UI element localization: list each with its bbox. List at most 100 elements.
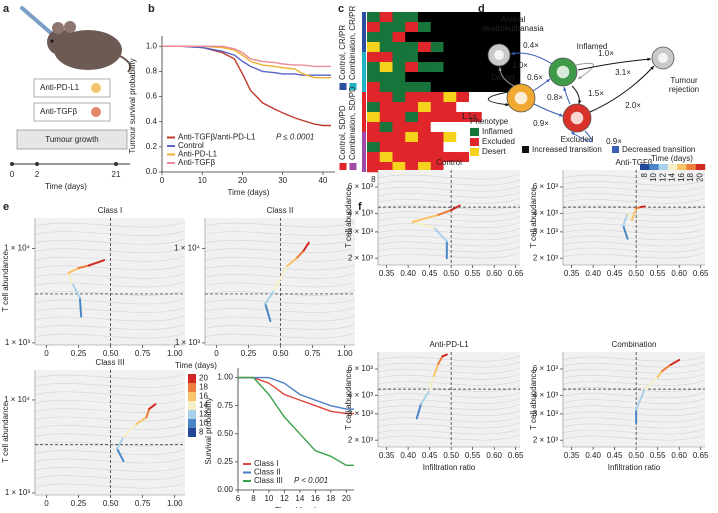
empty-cell (507, 122, 521, 133)
y-tick-label: 2 × 10³ (348, 253, 373, 262)
background-trace (562, 228, 706, 235)
x-tick-label: 0.45 (422, 451, 438, 460)
series-line (162, 45, 331, 79)
cell (392, 62, 406, 73)
x-tick-label: 0.35 (379, 269, 395, 278)
x-tick-label: 0.25 (241, 349, 257, 358)
empty-cell (481, 102, 495, 113)
chart-title: Class III (96, 358, 125, 367)
x-tick-label: 0.50 (443, 451, 459, 460)
transition-label: 0.9× (533, 119, 549, 128)
node-label: death/euthanasia (482, 24, 544, 33)
background-trace (204, 272, 356, 279)
legend-swatch (612, 146, 619, 153)
trajectory-segment (415, 402, 423, 420)
cell (430, 162, 444, 173)
trajectory-segment (411, 220, 435, 229)
trajectory-segment (122, 423, 138, 438)
trajectory-segment (450, 204, 461, 212)
x-tick-label: 0.40 (400, 269, 416, 278)
empty-cell (481, 42, 495, 53)
empty-cell (481, 82, 495, 93)
background-trace (562, 246, 706, 253)
mouse-illustration (20, 6, 132, 73)
y-tick-label: 1 × 10⁴ (174, 244, 200, 253)
legend-label: Decreased transition (622, 145, 695, 154)
cell (418, 102, 432, 113)
cell (367, 92, 381, 103)
empty-cell (507, 142, 521, 153)
transition-arrow (487, 91, 510, 106)
y-axis-label: T cell abundance (344, 369, 353, 430)
background-trace (377, 185, 521, 192)
legend-label: Anti-TGFβ (178, 158, 215, 167)
panel-label: b (148, 3, 155, 15)
cell (430, 92, 444, 103)
cell (367, 32, 381, 43)
x-tick-label: 0.75 (135, 499, 151, 508)
chart-title: Class I (98, 206, 122, 215)
empty-cell (469, 22, 483, 33)
y-tick-label: 1 × 10⁴ (4, 395, 30, 404)
trajectory-segment (411, 213, 440, 223)
trajectory-segment (626, 212, 633, 222)
empty-cell (481, 162, 495, 173)
empty-cell (443, 72, 457, 83)
colorbar-label: 18 (686, 172, 695, 181)
empty-cell (469, 122, 483, 133)
background-trace (34, 221, 186, 228)
state-icon (514, 91, 528, 105)
cell (367, 102, 381, 113)
trajectory-segment (428, 374, 435, 392)
empty-cell (443, 52, 457, 63)
series-line (238, 376, 354, 466)
timeline-tick-label: 0 (10, 170, 15, 179)
trajectory-segment (148, 403, 157, 410)
legend-title: Time (days) (175, 361, 217, 370)
trajectory-segment (116, 435, 125, 450)
transition-label: 2.0× (625, 101, 641, 110)
empty-cell (443, 162, 457, 173)
transition-label: 1.0× (598, 49, 614, 58)
colorbar-label: 16 (199, 392, 208, 401)
x-axis-label: Infiltration ratio (423, 463, 476, 472)
empty-cell (481, 92, 495, 103)
x-tick-label: 12 (280, 494, 289, 503)
trajectory-segment (302, 241, 310, 252)
chart-title: Control (436, 158, 462, 167)
background-trace (34, 424, 186, 430)
cell (367, 82, 381, 93)
cell (392, 32, 406, 43)
y-tick-label: 0.2 (146, 142, 158, 151)
trajectory-segment (67, 271, 74, 285)
group-strip (362, 152, 366, 162)
y-tick-label: 1.0 (146, 41, 158, 50)
empty-cell (418, 32, 432, 43)
legend-label: Increased transition (532, 145, 602, 154)
panel-label: f (358, 201, 362, 213)
empty-cell (494, 62, 508, 73)
cell (405, 92, 419, 103)
background-trace (377, 398, 521, 404)
cell (405, 142, 419, 153)
cell (367, 162, 381, 173)
empty-cell (507, 32, 521, 43)
transition-arrow (571, 85, 580, 105)
x-tick-label: 10 (198, 176, 207, 185)
background-trace (34, 281, 186, 288)
background-trace (562, 198, 706, 204)
empty-cell (443, 122, 457, 133)
trajectory-segment (116, 447, 125, 463)
empty-cell (507, 62, 521, 73)
cell (379, 72, 393, 83)
chart-title: Anti-PD-L1 (429, 340, 469, 349)
empty-cell (494, 82, 508, 93)
cell (392, 132, 406, 143)
group-swatch (339, 163, 347, 170)
transition-label: 0.6× (527, 73, 543, 82)
empty-cell (481, 142, 495, 153)
y-tick-label: 2 × 10³ (533, 435, 558, 444)
cell (392, 72, 406, 83)
background-trace (204, 281, 356, 288)
cell (418, 22, 432, 33)
